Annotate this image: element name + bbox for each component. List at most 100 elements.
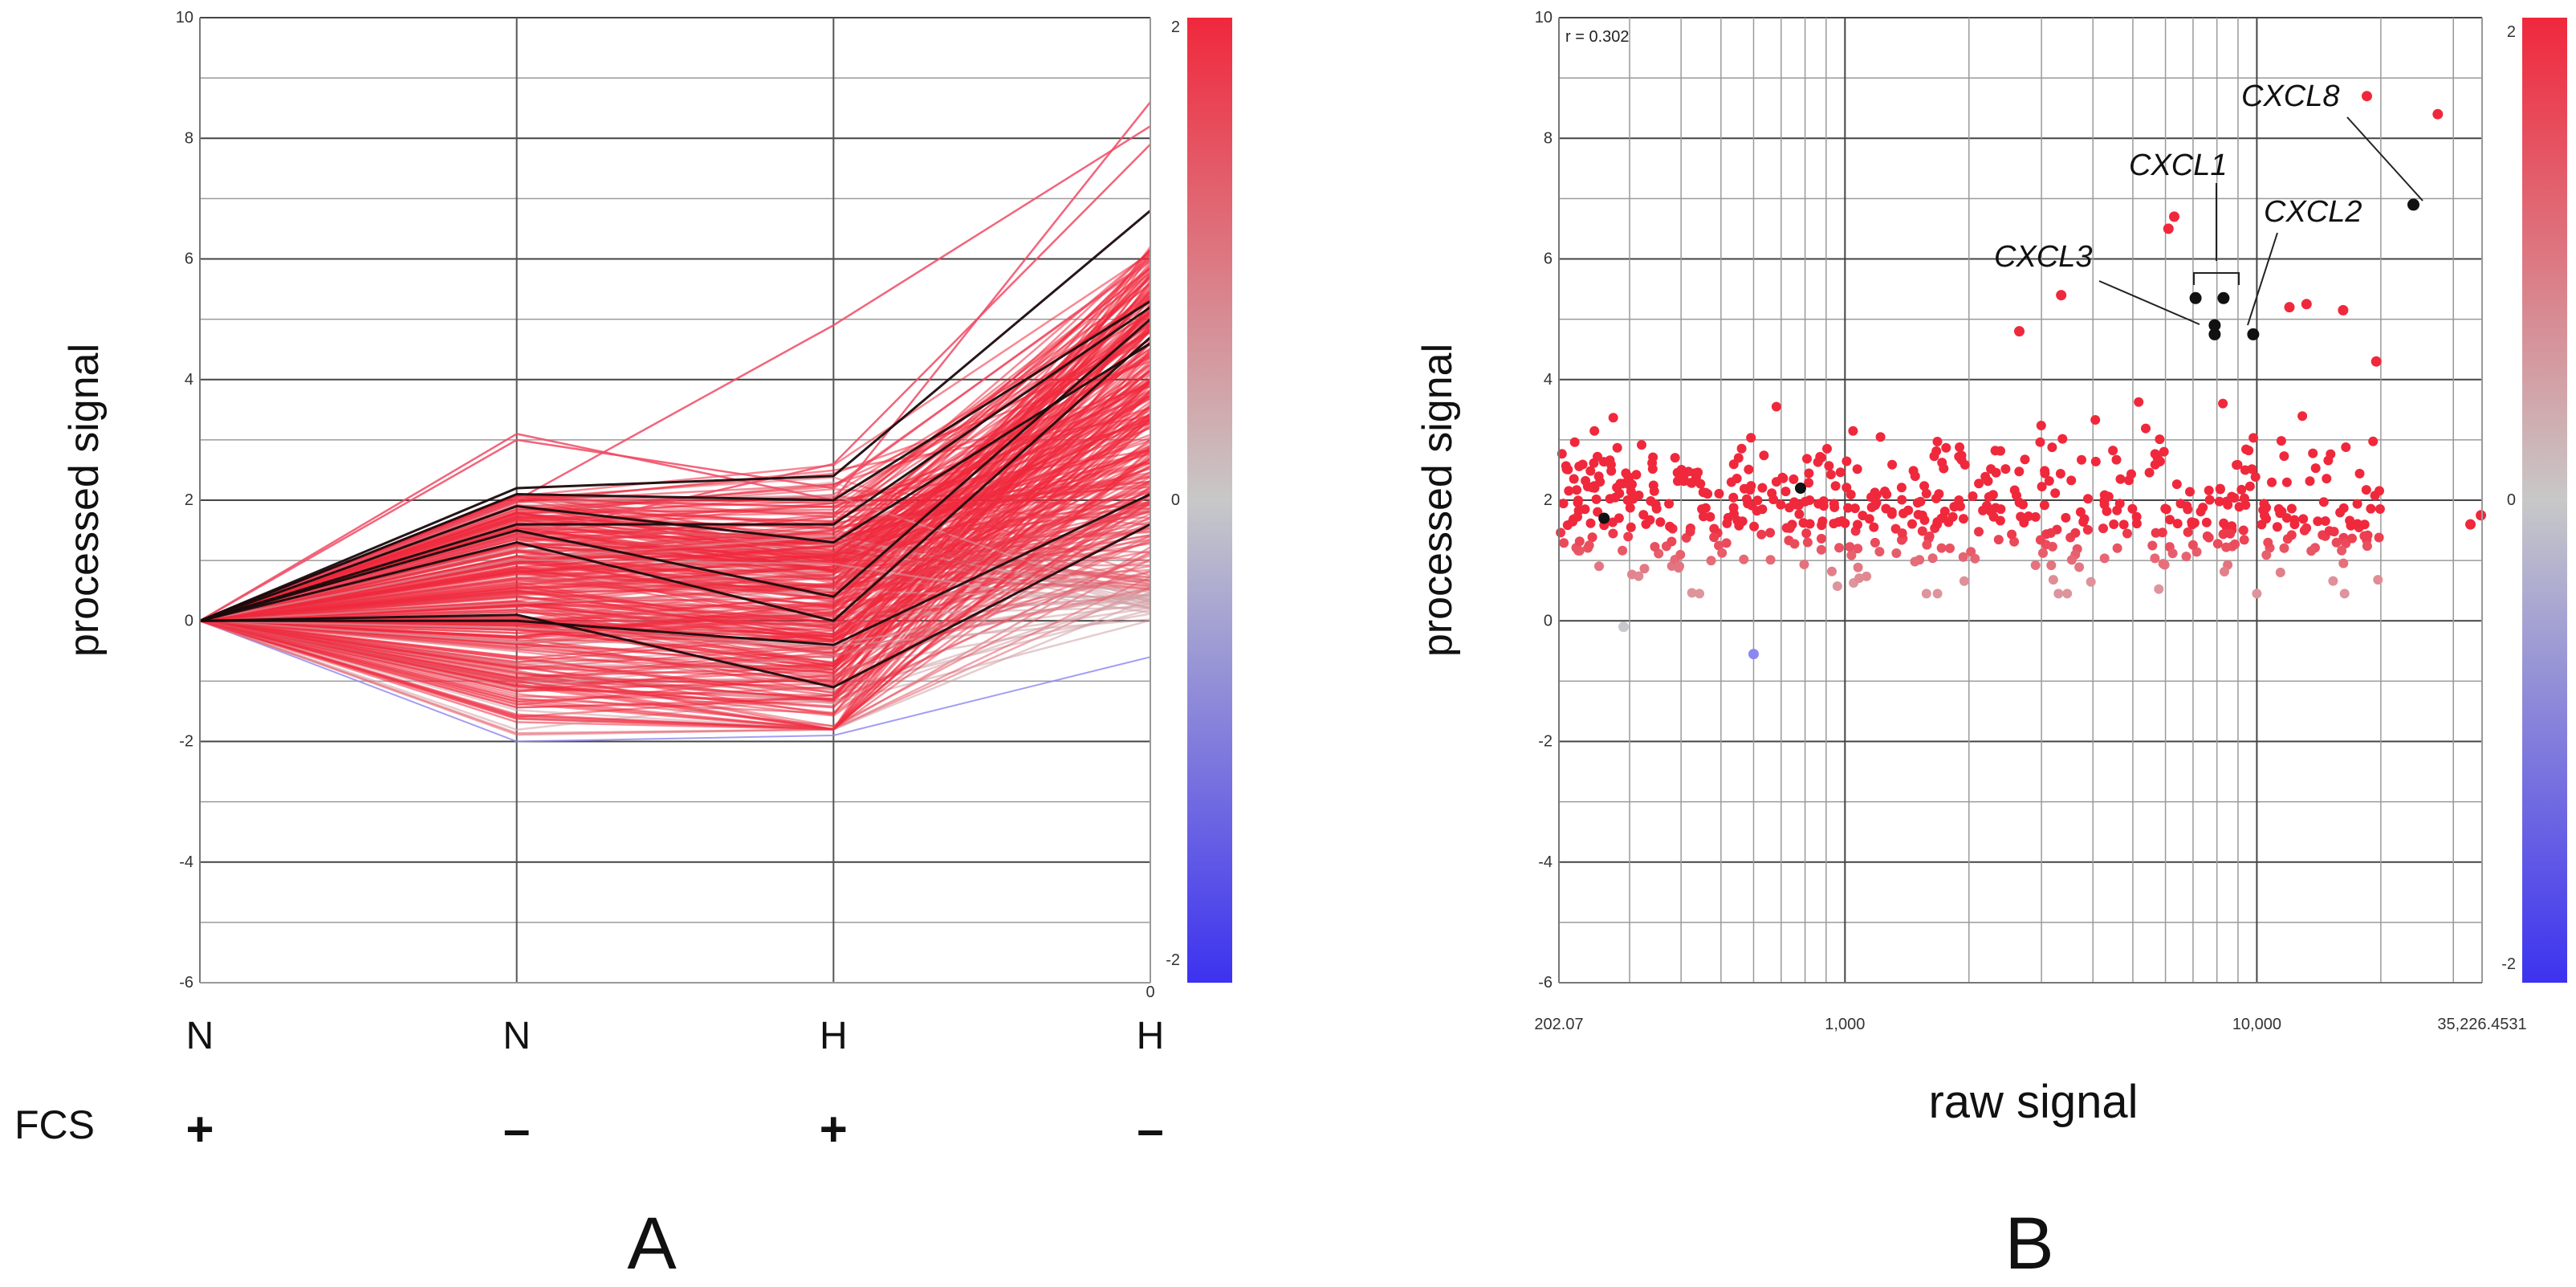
scatter-point: [1728, 503, 1739, 513]
scatter-point: [1932, 437, 1943, 446]
scatter-point: [2328, 576, 2338, 586]
scatter-point: [1721, 538, 1732, 548]
scatter-point: [2083, 494, 2093, 504]
scatter-point: [1572, 485, 1582, 495]
scatter-point: [1846, 490, 1856, 499]
scatter-point: [1778, 473, 1789, 483]
gene-label-cxcl1: CXCL1: [2129, 149, 2228, 182]
scatter-point: [1887, 459, 1898, 470]
scatter-point: [1954, 495, 1964, 505]
scatter-point: [2141, 423, 2151, 434]
scatter-point-outlier: [2284, 302, 2295, 313]
series-line: [199, 390, 1151, 636]
scatter-point: [1843, 503, 1854, 513]
scatter-point: [1574, 536, 1585, 547]
scatter-point: [1886, 507, 1897, 517]
scatter-point: [2361, 485, 2371, 495]
scatter-point: [2244, 481, 2255, 491]
scatter-point: [1921, 589, 1931, 599]
scatter-point: [2144, 467, 2155, 478]
scatter-point: [1679, 473, 1689, 483]
scatter-point: [2048, 575, 2058, 585]
scatter-point: [1824, 461, 1834, 471]
scatter-point: [1626, 522, 1636, 532]
scatter-point: [1780, 487, 1791, 497]
scatter-point: [1913, 510, 1923, 519]
scatter-point: [2035, 437, 2045, 447]
scatter-point: [2187, 517, 2197, 527]
series-line: [199, 295, 1151, 622]
scatter-point: [1841, 483, 1852, 493]
fcs-sign: –: [1137, 1102, 1163, 1156]
scatter-point: [1822, 443, 1832, 454]
scatter-point: [2373, 575, 2383, 585]
scatter-point: [2009, 485, 2020, 495]
scatter-point: [1591, 494, 1601, 504]
scatter-point: [1621, 468, 1631, 479]
scatter-point: [1728, 459, 1739, 470]
scatter-point: [1927, 553, 1938, 564]
series-line: [199, 249, 1151, 622]
scatter-point: [1921, 488, 1931, 499]
scatter-point: [2267, 477, 2277, 487]
scatter-point: [1569, 474, 1579, 484]
scatter-point: [1585, 466, 1596, 476]
panel-b-colorbar-min: -2: [2501, 955, 2516, 973]
correlation-label: r = 0.302: [1565, 28, 1630, 46]
scatter-point-outlier: [2163, 223, 2174, 234]
scatter-point: [2154, 584, 2164, 594]
series-line-highlight: [199, 210, 1151, 622]
scatter-point: [1612, 483, 1622, 493]
scatter-point: [1569, 437, 1580, 447]
scatter-point: [1903, 505, 1914, 515]
scatter-point: [1896, 483, 1907, 493]
gene-annotations: CXCL8 CXCL1 CXCL2 CXCL3: [1994, 79, 2423, 326]
y-tick-label: 10: [1535, 9, 1553, 26]
scatter-point: [1827, 566, 1837, 576]
scatter-point: [2236, 484, 2247, 495]
scatter-point: [2183, 527, 2193, 537]
scatter-point: [1915, 496, 1926, 507]
scatter-point: [2007, 529, 2017, 540]
y-tick-label: 8: [185, 129, 193, 147]
scatter-point: [1598, 457, 1609, 467]
series-line: [199, 487, 1151, 701]
scatter-point: [1693, 467, 1703, 478]
scatter-point: [2263, 537, 2273, 548]
scatter-point: [2214, 496, 2224, 507]
scatter-point: [1568, 516, 1578, 527]
scatter-point: [2086, 576, 2096, 587]
scatter-point: [1941, 442, 1951, 453]
scatter-point: [2279, 543, 2289, 553]
panel-b-x-axis-label: raw signal: [1928, 1076, 2138, 1128]
scatter-point: [1852, 464, 1862, 474]
scatter-point: [1932, 589, 1943, 599]
scatter-point: [2215, 484, 2225, 495]
series-line: [199, 290, 1151, 622]
scatter-point: [1749, 521, 1760, 531]
series-line: [199, 618, 1151, 647]
scatter-point-outlier: [2370, 356, 2382, 367]
y-tick-label: -4: [1538, 853, 1553, 871]
scatter-point: [2297, 411, 2308, 422]
scatter-point: [1670, 453, 1680, 463]
scatter-point: [1799, 560, 1809, 569]
scatter-point: [2286, 530, 2297, 540]
scatter-point: [1841, 456, 1852, 466]
scatter-point: [2046, 560, 2057, 571]
scatter-point: [2047, 541, 2057, 552]
scatter-point: [2019, 518, 2029, 527]
scatter-point: [2114, 499, 2125, 509]
scatter-point: [2077, 454, 2086, 465]
scatter-point-gene: [2217, 291, 2230, 304]
scatter-point: [2305, 476, 2315, 487]
scatter-point: [1817, 520, 1827, 531]
scatter-point: [2000, 464, 2011, 474]
scatter-point: [2045, 527, 2056, 538]
scatter-point: [2039, 500, 2049, 511]
scatter-point-gene: [2407, 198, 2419, 211]
scatter-point: [1649, 486, 1659, 496]
cxcl8-leader: [2346, 116, 2423, 202]
cxcl2-leader: [2247, 232, 2278, 326]
